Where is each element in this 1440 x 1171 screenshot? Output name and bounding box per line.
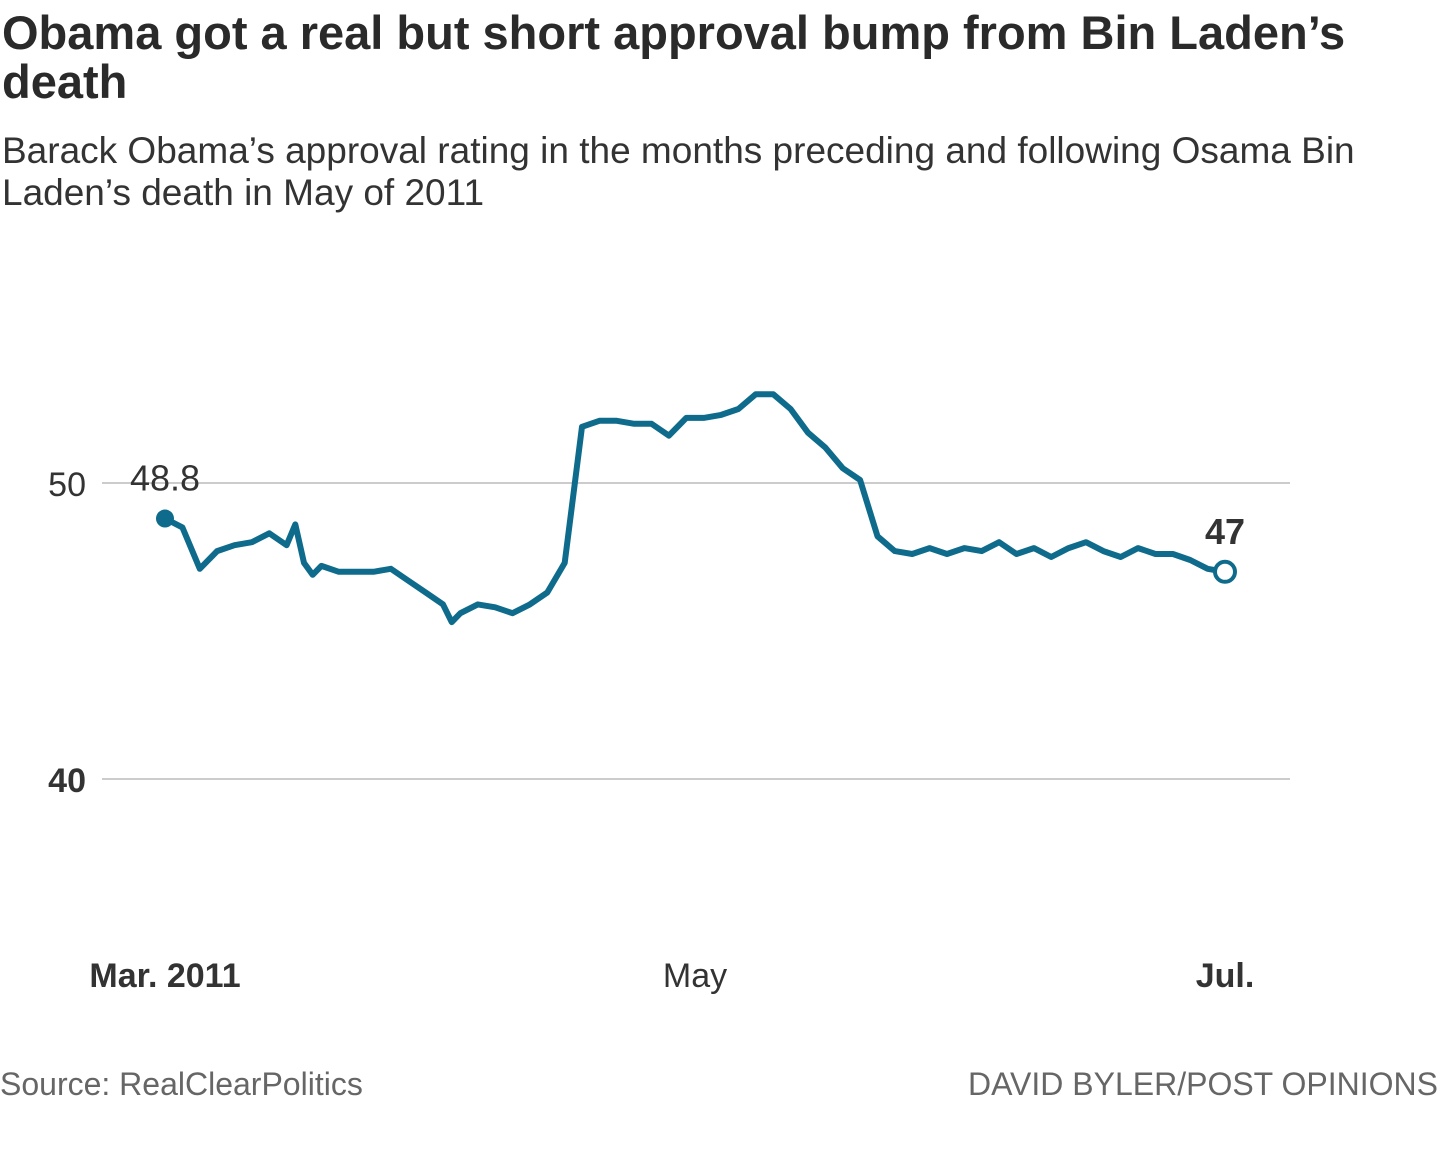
start-point-marker <box>156 509 174 528</box>
credit-line: DAVID BYLER/POST OPINIONS <box>967 1066 1438 1102</box>
chart-title: Obama got a real but short approval bump… <box>2 6 1346 108</box>
gridlines <box>102 482 1290 780</box>
approval-series-line <box>162 391 1228 626</box>
x-tick-label: Mar. 2011 <box>89 957 240 995</box>
x-tick-label: May <box>663 957 727 995</box>
y-tick-label: 40 <box>48 762 86 800</box>
y-tick-label: 50 <box>48 466 86 504</box>
x-axis-ticks: Mar. 2011 May Jul. <box>89 957 1254 995</box>
chart-subtitle: Barack Obama’s approval rating in the mo… <box>2 130 1355 213</box>
end-point-marker <box>1213 559 1237 584</box>
x-tick-label: Jul. <box>1196 957 1255 995</box>
end-value-label: 47 <box>1205 511 1245 552</box>
start-value-label: 48.8 <box>130 458 200 499</box>
y-axis-ticks: 50 40 <box>48 466 86 800</box>
source-note: Source: RealClearPolitics <box>0 1066 363 1102</box>
